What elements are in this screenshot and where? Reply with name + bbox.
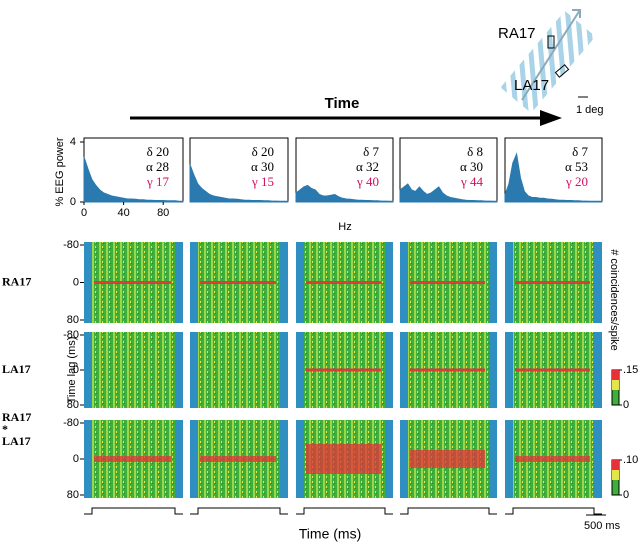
y-tick-label: 0 [70,196,76,208]
correlogram [198,332,280,408]
correlogram-peak [94,456,171,462]
spectrum [399,183,498,203]
band-power: α 30 [251,159,274,174]
colorbar-mid [612,470,619,480]
colorbar-tick-label: .10 [623,454,638,466]
band-power: γ 15 [251,174,274,189]
band-power: δ 20 [252,144,274,159]
band-power: δ 7 [572,144,588,159]
y-tick-label: 4 [70,136,76,148]
y-tick-label: 0 [73,364,79,376]
band-power: γ 20 [565,174,588,189]
stimulus-trace [84,507,183,515]
y-tick-label: 80 [67,399,79,411]
correlogram-peak [515,281,590,284]
band-power: γ 40 [356,174,379,189]
x-tick-label: 0 [81,207,87,219]
y-tick-label: 80 [67,314,79,326]
spectrum [83,156,184,203]
scale-label: 500 ms [584,520,621,532]
band-power: δ 20 [147,144,169,159]
colorbar-label: # coincidences/spike [608,249,620,351]
correlogram-peak [410,281,485,284]
x-axis-label: Time (ms) [299,526,361,542]
correlogram-peak [410,368,485,372]
grating-arrow [521,9,581,101]
band-power: δ 7 [363,144,379,159]
colorbar-tick-label: .15 [623,364,638,376]
band-power: γ 44 [460,174,483,189]
time-arrowhead [540,110,562,126]
band-power: α 32 [356,159,379,174]
correlogram-peak [200,281,276,284]
correlogram-peak [306,368,381,372]
band-power: α 28 [146,159,169,174]
colorbar-tick-label: 0 [623,489,629,501]
correlogram-peak [94,281,171,284]
colorbar-top [612,370,619,380]
row-label: RA17 [2,410,31,424]
colorbar-mid [612,380,619,390]
band-power: α 53 [565,159,588,174]
stimulus-trace [190,507,288,515]
band-power: δ 8 [467,144,483,159]
band-power: γ 17 [146,174,169,189]
correlogram-peak [515,368,590,372]
y-tick-label: 0 [73,453,79,465]
spectrum [189,164,289,203]
correlogram [92,332,175,408]
x-axis-label: Hz [338,221,351,233]
grating [500,10,596,114]
row-label: LA17 [2,362,31,376]
stimulus-trace [296,507,393,515]
inset: RA17 LA17 1 deg [498,9,604,116]
row-label: LA17 [2,434,31,448]
rf-box [547,35,555,49]
correlogram-peak [200,456,276,462]
y-tick-label: 80 [67,489,79,501]
area-label: LA17 [514,77,549,94]
correlogram-peak [306,281,381,284]
y-tick-label: 0 [73,276,79,288]
row-label: * [2,422,8,436]
stimulus-trace [400,507,497,515]
colorbar-top [612,460,619,470]
row-label: RA17 [2,274,31,288]
area-label: RA17 [498,25,536,42]
correlogram-peak [515,456,590,462]
rf-box [554,64,570,78]
correlogram-peak [410,450,485,468]
y-tick-label: -80 [63,239,79,251]
time-label: Time [325,95,360,112]
x-tick-label: 80 [157,207,169,219]
x-tick-label: 40 [117,207,129,219]
y-tick-label: -80 [63,417,79,429]
correlogram-peak [306,444,381,474]
y-axis-label: % EEG power [54,137,66,206]
spectrum [504,152,603,203]
colorbar-tick-label: 0 [623,399,629,411]
y-axis-label: Time lag (ms) [66,337,78,404]
y-tick-label: -80 [63,329,79,341]
stimulus-trace [505,507,602,515]
scale-label: 1 deg [576,104,604,116]
spectrum [295,184,394,203]
band-power: α 30 [460,159,483,174]
